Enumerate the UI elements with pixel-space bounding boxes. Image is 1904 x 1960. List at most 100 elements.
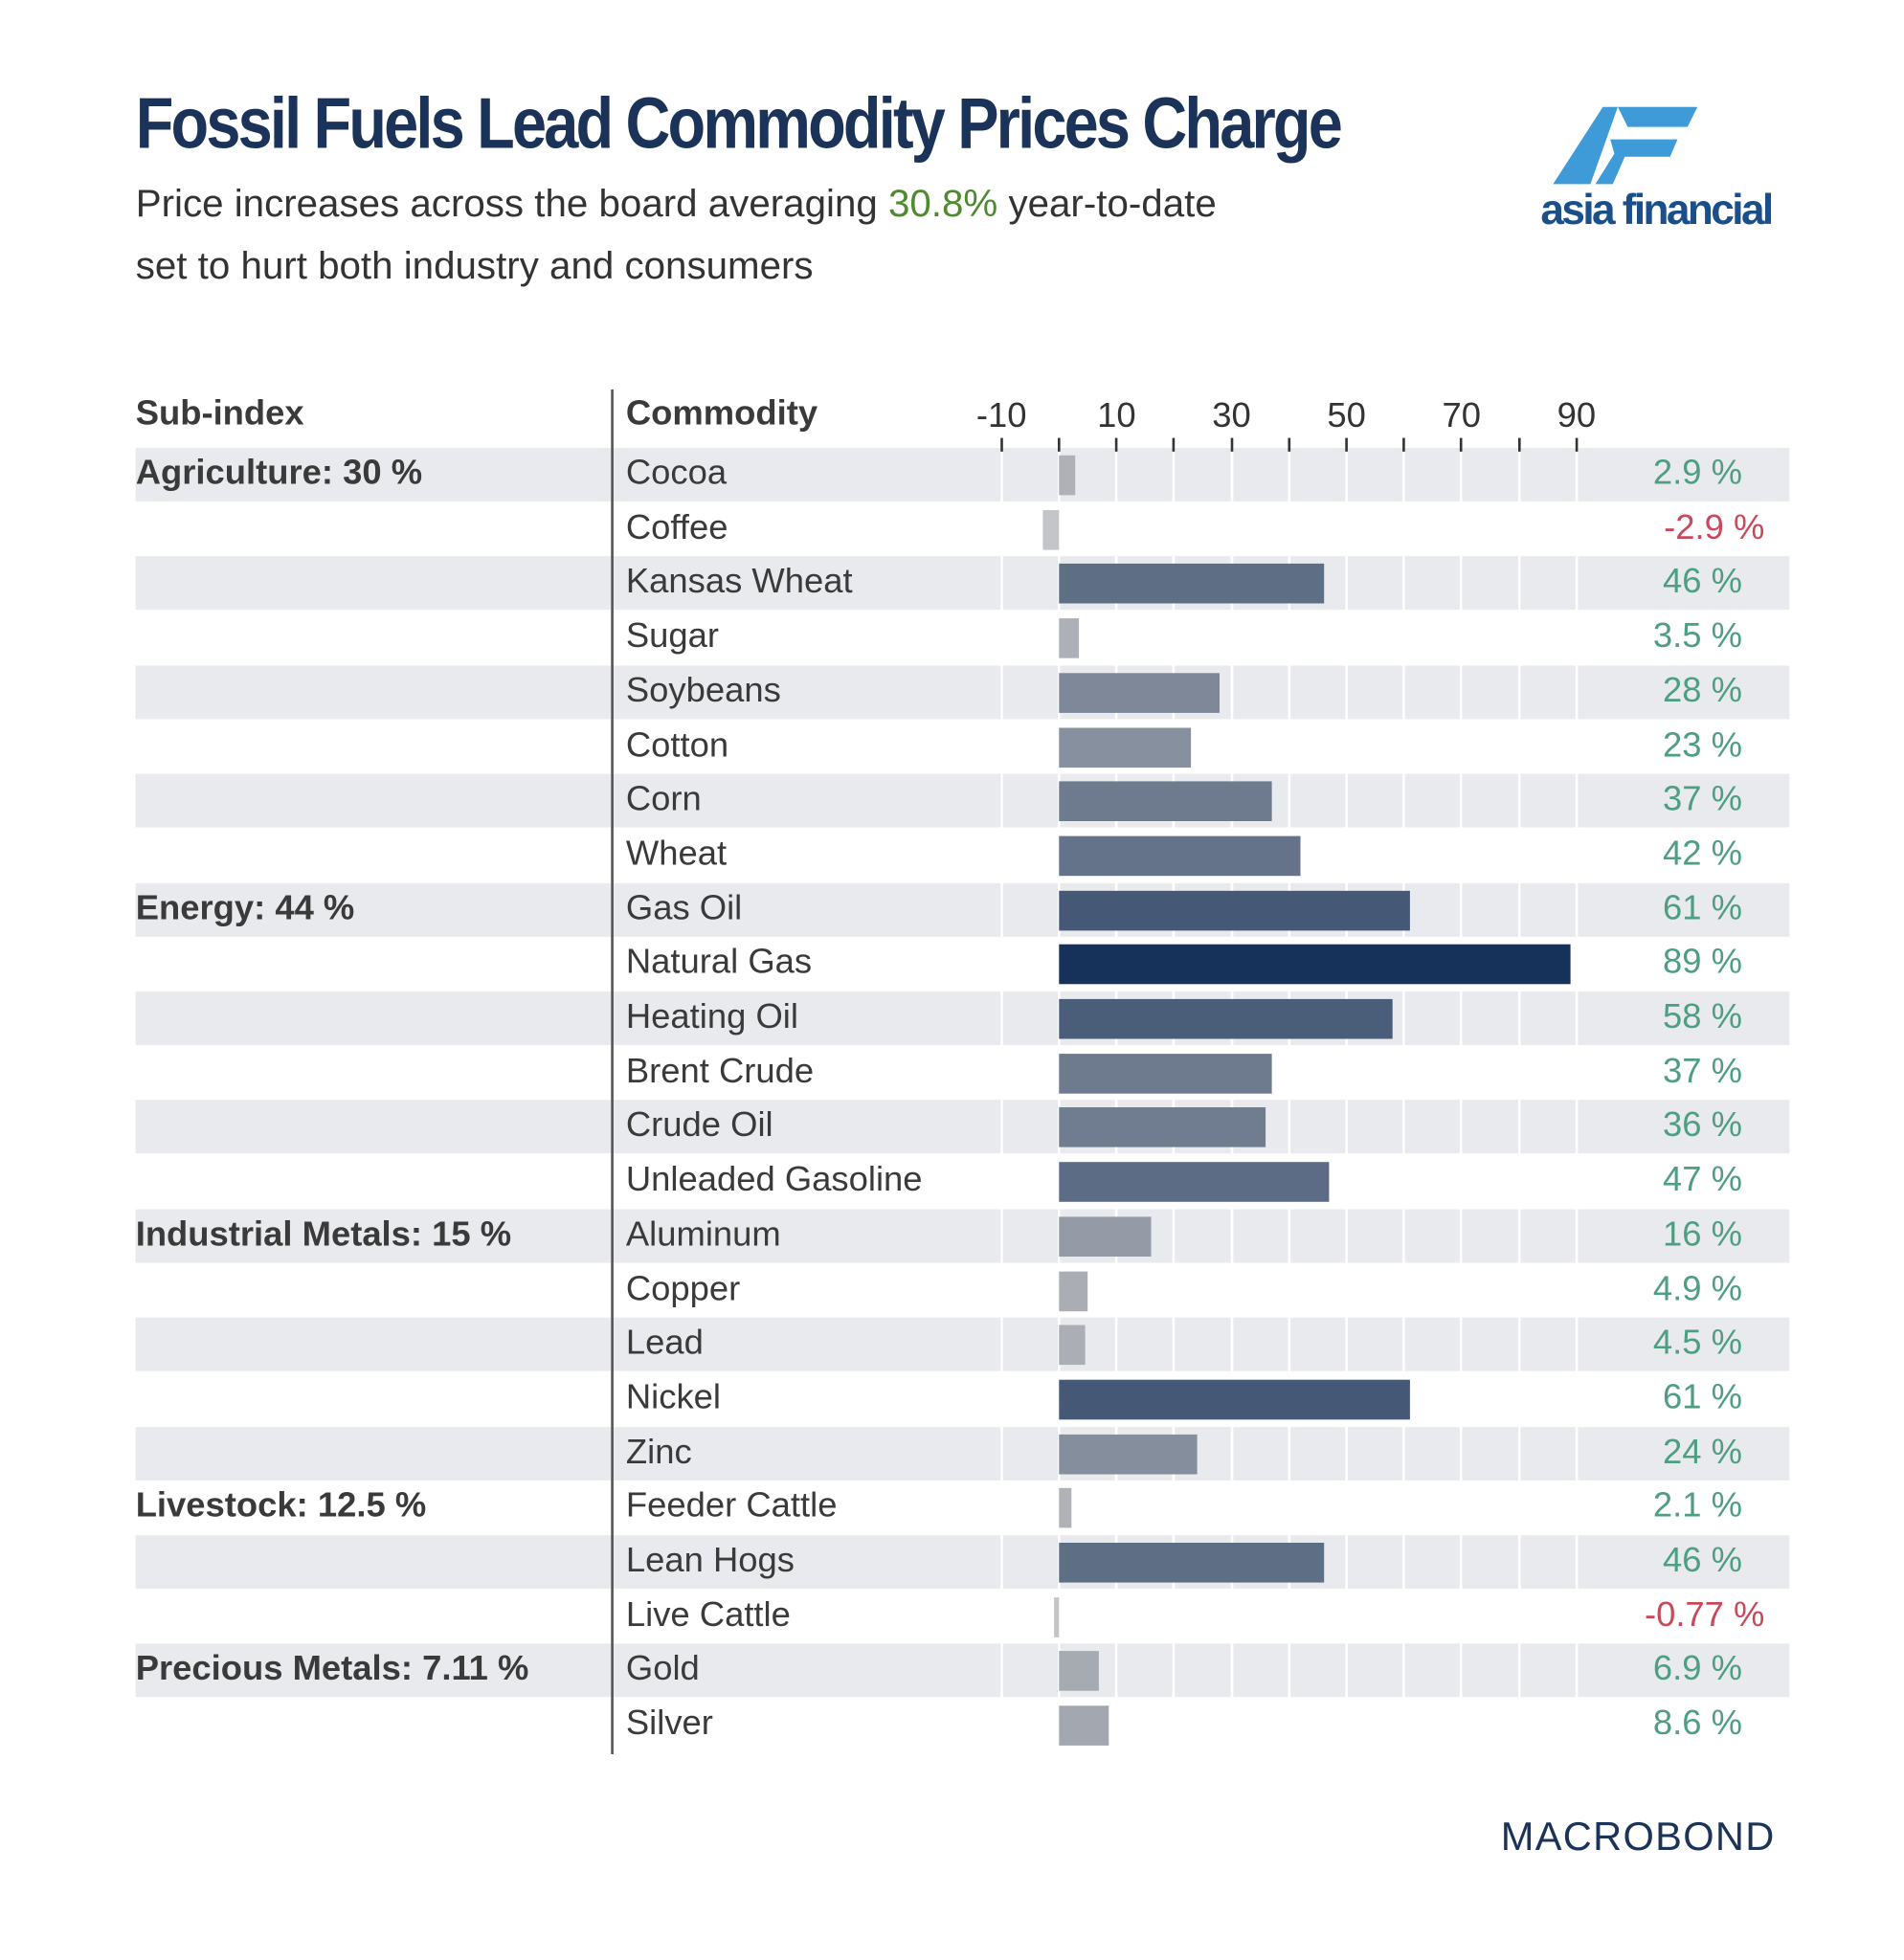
bar-cotton: [1059, 726, 1192, 768]
bar-coffee: [1042, 509, 1060, 550]
gridline: [1288, 1209, 1290, 1263]
commodity-label: Brent Crude: [625, 1051, 815, 1090]
bar-kansas-wheat: [1059, 564, 1324, 605]
gridline: [1288, 1426, 1290, 1481]
gridline: [1575, 991, 1579, 1045]
row-band: [135, 1100, 1790, 1154]
row-band: [135, 1643, 1790, 1698]
gridline: [1402, 1535, 1405, 1590]
column-divider: [611, 389, 614, 1754]
row-band: [135, 882, 1790, 937]
tick-label: -10: [975, 395, 1027, 434]
gridline: [1460, 991, 1464, 1045]
value-label: 47 %: [1663, 1159, 1742, 1199]
value-label: 23 %: [1663, 724, 1742, 764]
gridline: [1460, 1100, 1464, 1154]
value-label: 16 %: [1663, 1214, 1742, 1253]
commodity-label: Sugar: [625, 615, 720, 655]
gridline: [1517, 665, 1521, 720]
gridline: [1173, 1317, 1176, 1371]
value-label: -0.77 %: [1644, 1594, 1765, 1634]
commodity-label: Cocoa: [625, 453, 728, 492]
gridline: [1402, 1317, 1405, 1371]
subtitle-text: year-to-date: [997, 181, 1217, 226]
subtitle-highlight: 30.8%: [887, 181, 998, 226]
commodity-label: Gas Oil: [625, 887, 743, 926]
commodity-label: Zinc: [625, 1431, 692, 1471]
axis-tick: [1345, 437, 1348, 452]
gridline: [1402, 556, 1405, 611]
gridline: [1517, 1535, 1521, 1590]
gridline: [1460, 773, 1464, 828]
gridline: [1575, 1317, 1579, 1371]
tick-label: 10: [1097, 395, 1136, 434]
gridline: [1575, 1643, 1579, 1698]
value-label: 2.9 %: [1652, 453, 1742, 492]
gridline: [999, 1426, 1003, 1481]
commodity-label: Silver: [625, 1703, 713, 1743]
gridline: [1517, 1100, 1521, 1154]
gridline: [1230, 1209, 1233, 1263]
gridline: [1230, 665, 1233, 720]
chart-title: Fossil Fuels Lead Commodity Prices Charg…: [135, 83, 1343, 165]
gridline: [1402, 1426, 1405, 1481]
gridline: [1230, 1643, 1233, 1698]
gridline: [1575, 1209, 1579, 1263]
value-label: 37 %: [1663, 1051, 1742, 1090]
gridline: [1460, 1209, 1464, 1263]
commodity-label: Heating Oil: [625, 996, 798, 1036]
gridline: [1575, 773, 1579, 828]
gridline: [1517, 447, 1521, 501]
commodity-label: Natural Gas: [625, 942, 813, 981]
value-label: 61 %: [1663, 1376, 1742, 1416]
commodity-label: Crude Oil: [625, 1104, 773, 1145]
commodity-label: Soybeans: [625, 670, 781, 709]
bar-corn: [1059, 781, 1272, 822]
axis-tick: [1402, 437, 1405, 452]
row-band: [135, 556, 1790, 611]
gridline: [1230, 447, 1233, 501]
gridline: [1288, 773, 1290, 828]
gridline: [1345, 1643, 1348, 1698]
value-label: 89 %: [1663, 942, 1742, 981]
row-band: [135, 1317, 1790, 1371]
row-band: [135, 991, 1790, 1045]
gridline: [1575, 1426, 1579, 1481]
gridline: [1402, 991, 1405, 1045]
gridline: [999, 882, 1003, 937]
bar-copper: [1059, 1270, 1087, 1311]
value-label: 61 %: [1663, 887, 1742, 926]
gridline: [1345, 773, 1348, 828]
gridline: [1460, 1643, 1464, 1698]
value-label: 36 %: [1663, 1104, 1742, 1145]
tick-label: 30: [1212, 395, 1251, 434]
bar-cocoa: [1059, 455, 1076, 496]
row-band: [135, 773, 1790, 828]
bar-live-cattle: [1054, 1596, 1060, 1637]
axis-tick: [999, 437, 1003, 452]
axis-tick: [1288, 437, 1290, 452]
gridline: [999, 1535, 1003, 1590]
value-label: 4.5 %: [1652, 1323, 1742, 1362]
gridline: [999, 447, 1003, 501]
gridline: [1288, 447, 1290, 501]
commodity-label: Wheat: [625, 833, 728, 873]
gridline: [1575, 556, 1579, 611]
row-band: [135, 447, 1790, 501]
gridline: [1173, 447, 1176, 501]
subtitle-line-2: set to hurt both industry and consumers: [135, 243, 814, 288]
bar-nickel: [1059, 1379, 1410, 1420]
commodity-label: Copper: [625, 1268, 741, 1307]
gridline: [999, 1317, 1003, 1371]
axis-tick: [1230, 437, 1233, 452]
commodity-label: Live Cattle: [625, 1594, 791, 1634]
gridline: [1575, 1100, 1579, 1154]
gridline: [999, 1209, 1003, 1263]
bar-lead: [1059, 1325, 1086, 1366]
bar-wheat: [1059, 835, 1301, 877]
subindex-header: Sub-index: [135, 392, 304, 433]
commodity-header: Commodity: [625, 392, 818, 433]
bar-natural-gas: [1059, 945, 1571, 985]
row-band: [135, 1426, 1790, 1481]
commodity-label: Corn: [625, 779, 702, 818]
